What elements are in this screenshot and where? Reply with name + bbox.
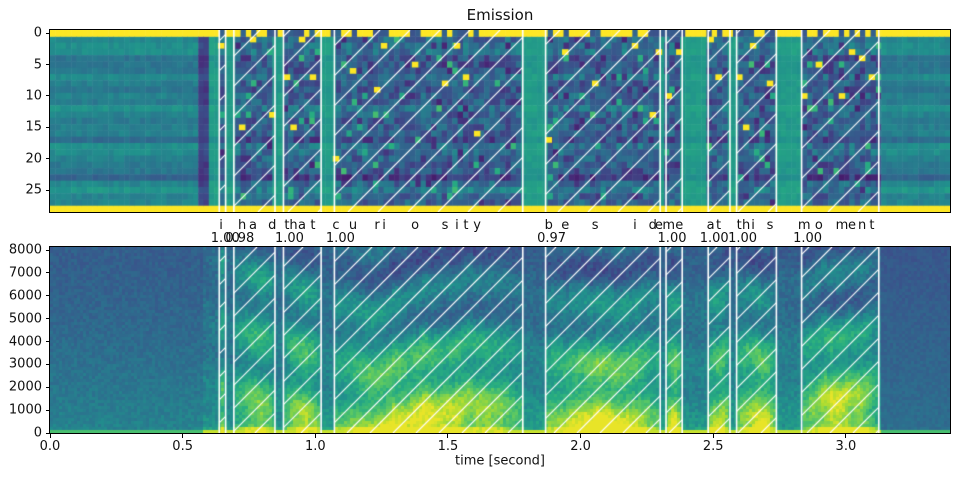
char-label: e bbox=[675, 218, 684, 233]
emission-ytick-label: 20 bbox=[25, 151, 42, 167]
tick-mark bbox=[45, 318, 50, 320]
char-label: o bbox=[814, 218, 823, 233]
char-label: d bbox=[648, 218, 657, 233]
xtick-label: 1.0 bbox=[304, 439, 326, 454]
char-label: m bbox=[797, 218, 811, 233]
char-label: t bbox=[736, 218, 742, 233]
tick-mark bbox=[45, 189, 50, 191]
tick-mark bbox=[45, 95, 50, 97]
word-score-label: 1.00 bbox=[210, 231, 240, 246]
xtick-label: 2.5 bbox=[702, 439, 724, 454]
xtick-label: 2.0 bbox=[570, 439, 591, 454]
char-label: r bbox=[374, 218, 380, 233]
char-label: i bbox=[633, 218, 637, 233]
spectrogram-ytick-label: 7000 bbox=[8, 265, 42, 281]
spectrogram-ytick-label: 0 bbox=[33, 425, 42, 441]
xtick-label: 3.0 bbox=[835, 439, 857, 454]
char-label: i bbox=[751, 218, 755, 233]
spectrogram-ytick-label: 8000 bbox=[8, 242, 42, 258]
char-label: c bbox=[332, 218, 340, 233]
tick-mark bbox=[45, 409, 50, 411]
word-score-label: 1.00 bbox=[657, 231, 687, 246]
char-label: m bbox=[662, 218, 676, 233]
word-score-label: 1.00 bbox=[699, 231, 729, 246]
spectrogram-ytick-label: 5000 bbox=[8, 311, 42, 327]
tick-mark bbox=[45, 158, 50, 160]
char-label: a bbox=[298, 218, 307, 233]
word-score-label: 0.97 bbox=[537, 231, 567, 246]
char-label: i bbox=[219, 218, 223, 233]
tick-mark bbox=[45, 363, 50, 365]
spectrogram-ytick-label: 2000 bbox=[8, 379, 42, 395]
char-label: y bbox=[473, 218, 481, 233]
tick-mark bbox=[49, 433, 51, 438]
char-label: t bbox=[310, 218, 316, 233]
char-label: o bbox=[411, 218, 420, 233]
spectrogram-canvas bbox=[50, 247, 950, 433]
tick-mark bbox=[45, 341, 50, 342]
char-label: t bbox=[463, 218, 469, 233]
xtick-label: 0.0 bbox=[39, 439, 61, 454]
char-label: t bbox=[869, 218, 875, 233]
word-score-label: 1.00 bbox=[793, 231, 823, 246]
plot-title: Emission bbox=[466, 6, 534, 24]
char-label: i bbox=[382, 218, 386, 233]
tick-mark bbox=[447, 433, 449, 438]
char-label: n bbox=[857, 218, 867, 233]
emission-ytick-label: 15 bbox=[25, 119, 42, 135]
spectrogram-axes bbox=[49, 246, 951, 434]
char-label: u bbox=[348, 218, 358, 233]
char-label: t bbox=[715, 218, 722, 233]
emission-ytick-label: 0 bbox=[33, 25, 42, 41]
tick-mark bbox=[314, 433, 316, 438]
tick-mark bbox=[45, 386, 50, 388]
word-score-label: 1.00 bbox=[325, 231, 355, 246]
tick-mark bbox=[45, 432, 50, 434]
tick-mark bbox=[182, 433, 184, 438]
tick-mark bbox=[45, 32, 50, 34]
char-label: s bbox=[591, 218, 599, 233]
char-label: h bbox=[237, 218, 247, 233]
tick-mark bbox=[712, 433, 714, 438]
spectrogram-ytick-label: 6000 bbox=[8, 288, 42, 304]
char-label: e bbox=[848, 218, 856, 233]
emission-ytick-label: 25 bbox=[25, 182, 42, 198]
x-axis-label: time [second] bbox=[454, 453, 546, 469]
char-label: e bbox=[561, 218, 570, 233]
word-score-label: 1.00 bbox=[728, 231, 758, 246]
xtick-label: 1.5 bbox=[437, 439, 459, 454]
tick-mark bbox=[45, 272, 50, 274]
char-label: e bbox=[654, 218, 663, 233]
char-label: b bbox=[544, 218, 553, 233]
char-label: t bbox=[284, 218, 290, 233]
char-label: s bbox=[441, 218, 449, 233]
spectrogram-ytick-label: 4000 bbox=[8, 334, 42, 349]
spectrogram-ytick-label: 1000 bbox=[8, 402, 42, 418]
emission-heatmap-canvas bbox=[50, 30, 950, 212]
char-label: d bbox=[268, 218, 277, 233]
emission-ytick-label: 10 bbox=[25, 88, 42, 104]
word-score-label: 0.98 bbox=[225, 231, 255, 246]
spectrogram-ytick-label: 3000 bbox=[8, 356, 42, 372]
char-label: m bbox=[835, 218, 849, 233]
char-label: s bbox=[766, 218, 774, 233]
tick-mark bbox=[45, 64, 50, 66]
tick-mark bbox=[45, 249, 50, 251]
emission-ytick-label: 5 bbox=[33, 57, 42, 73]
word-score-label: 1.00 bbox=[274, 231, 304, 246]
char-label: i bbox=[455, 218, 459, 233]
char-label: a bbox=[248, 218, 257, 233]
tick-mark bbox=[845, 433, 847, 438]
char-label: a bbox=[706, 218, 715, 233]
tick-mark bbox=[45, 126, 50, 128]
char-label: h bbox=[742, 218, 751, 233]
char-label: h bbox=[289, 218, 298, 233]
tick-mark bbox=[45, 295, 50, 297]
tick-mark bbox=[580, 433, 582, 438]
xtick-label: 0.5 bbox=[172, 439, 193, 454]
emission-axes bbox=[49, 29, 951, 213]
